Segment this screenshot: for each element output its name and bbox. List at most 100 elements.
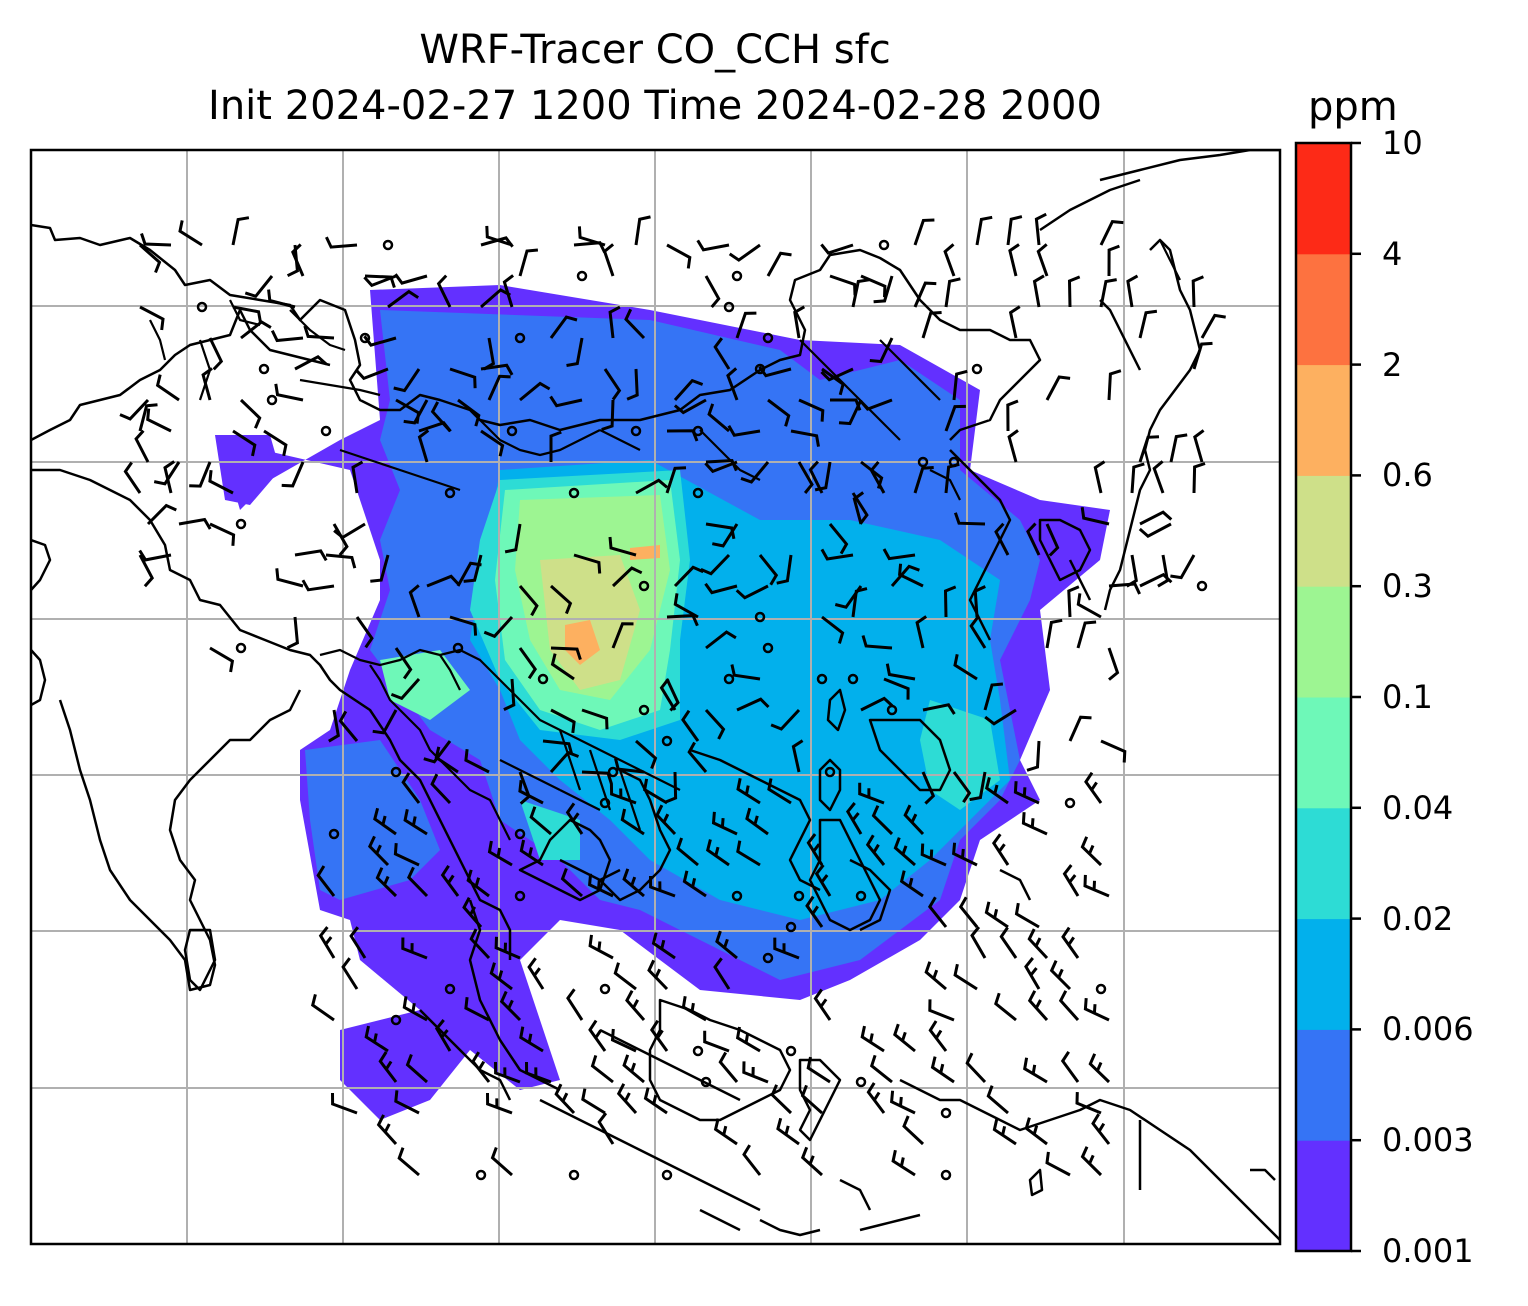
wind-barb [1007, 429, 1019, 463]
calm-wind-circle [444, 487, 456, 499]
calm-wind-circles [196, 239, 1208, 1181]
wind-barb [503, 678, 516, 711]
wind-barb [1045, 1151, 1071, 1177]
wind-barb [921, 771, 936, 805]
wind-barb [851, 587, 868, 618]
wind-barb [1061, 926, 1080, 959]
calm-wind-circle [692, 1045, 704, 1057]
wind-barb [462, 896, 483, 928]
wind-barb [673, 378, 704, 401]
wind-barb [1084, 771, 1103, 804]
colorbar [1294, 141, 1361, 1253]
wind-barb [1100, 739, 1127, 763]
wind-barb [518, 780, 544, 805]
calm-wind-circle [1095, 983, 1107, 995]
wind-barb [363, 335, 397, 347]
wind-barb [866, 1082, 886, 1114]
wind-barb [1099, 278, 1117, 308]
wind-barb [1008, 243, 1020, 277]
wind-barb [890, 564, 920, 587]
calm-wind-circle [514, 332, 526, 344]
colorbar-tick-label: 0.6 [1382, 456, 1433, 495]
wind-barb [1062, 864, 1080, 897]
wind-barb [581, 1088, 606, 1115]
wind-barb [440, 864, 460, 897]
wind-barb [331, 1092, 358, 1115]
wind-barb [373, 807, 397, 836]
wind-barb [525, 1061, 552, 1084]
wind-barb [944, 404, 966, 432]
wind-barb [480, 429, 505, 457]
calm-wind-circle [917, 456, 929, 468]
wind-barb [1076, 593, 1102, 619]
wind-barb [286, 244, 299, 278]
wind-barb [1026, 740, 1041, 772]
wind-barb [821, 615, 845, 644]
wind-barb [992, 1118, 1017, 1146]
calm-wind-circle [723, 673, 735, 685]
wind-barb [328, 709, 340, 743]
wind-barb [1139, 510, 1173, 526]
wind-barb [873, 275, 894, 304]
wind-barb [341, 957, 359, 990]
wind-barb [913, 281, 937, 308]
wind-barb [913, 218, 935, 246]
wind-barb [565, 802, 584, 835]
wind-barb [239, 398, 262, 429]
wind-barb [394, 647, 413, 680]
wind-barb [401, 772, 421, 804]
wind-barb [958, 896, 979, 928]
wind-barb [402, 996, 428, 1022]
wind-barb [519, 1026, 544, 1053]
wind-barb [643, 778, 668, 805]
wind-barb [1126, 274, 1139, 308]
wind-barb [922, 703, 956, 715]
calm-wind-circle [638, 580, 650, 592]
wind-barb [899, 870, 924, 898]
calm-wind-circle [506, 425, 518, 437]
wind-barb [519, 839, 544, 867]
wind-barb [318, 926, 336, 959]
calm-wind-circle [452, 642, 464, 654]
wind-barb [828, 523, 849, 555]
wind-barb [626, 368, 639, 401]
calm-wind-circle [359, 332, 371, 344]
wind-barb [713, 337, 731, 370]
wind-barb [590, 1054, 614, 1084]
wind-barb [603, 368, 622, 401]
wind-barb [1126, 554, 1138, 588]
calm-wind-circle [607, 766, 619, 778]
wind-barb [713, 1118, 738, 1146]
wind-barb [487, 840, 513, 867]
colorbar-tick-label: 10 [1382, 124, 1423, 162]
wind-barb [952, 842, 978, 867]
wind-barb [682, 870, 707, 898]
wind-barb [281, 461, 305, 488]
wind-barb [666, 243, 692, 269]
wind-barb [408, 584, 421, 618]
wind-barb [355, 367, 389, 381]
wind-barb [704, 275, 721, 309]
wind-barb [405, 1053, 428, 1084]
wind-barb [483, 615, 514, 639]
calm-wind-circle [692, 425, 704, 437]
wind-barb [363, 274, 397, 288]
wind-barb [434, 746, 459, 774]
calm-wind-circle [568, 1169, 580, 1181]
wind-barb [793, 305, 806, 339]
wind-barb [338, 710, 359, 742]
calm-wind-circle [762, 952, 774, 964]
calm-wind-circle [630, 425, 642, 437]
wind-barb [676, 837, 699, 867]
calm-wind-circle [700, 1076, 712, 1088]
wind-barb [502, 274, 515, 308]
wind-barb [189, 461, 212, 488]
wind-barb [711, 811, 738, 836]
wind-barb [430, 773, 452, 805]
wind-barb [651, 932, 676, 960]
wind-barb [921, 311, 942, 339]
wind-barb [776, 554, 793, 585]
wind-barb [608, 305, 621, 339]
wind-barb [406, 866, 429, 898]
wind-barb [1049, 959, 1072, 991]
